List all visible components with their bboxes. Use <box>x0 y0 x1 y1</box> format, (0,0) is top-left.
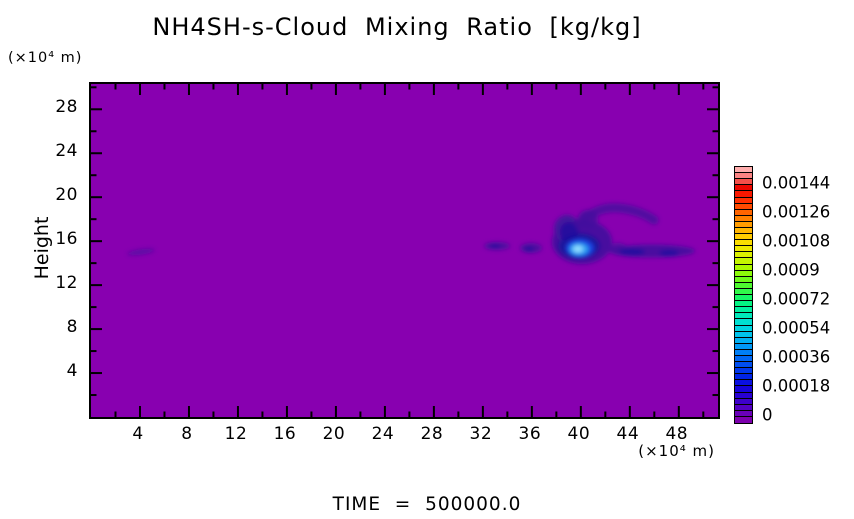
heatmap-field <box>91 84 718 417</box>
x-tick-label: 48 <box>665 424 689 444</box>
x-tick-label: 44 <box>616 424 640 444</box>
x-tick-label: 12 <box>224 424 248 444</box>
colorbar-tick-label: 0 <box>762 405 773 425</box>
y-tick-label: 20 <box>55 185 78 206</box>
cloud-feature-arc <box>574 203 659 229</box>
x-tick-label: 24 <box>371 424 395 444</box>
x-tick-label: 36 <box>518 424 542 444</box>
cloud-features-layer <box>127 203 695 264</box>
y-axis-unit-label: (×10⁴ m) <box>8 50 83 66</box>
plot-area <box>89 82 720 419</box>
colorbar-tick-label: 0.00072 <box>762 289 831 309</box>
colorbar-tick-label: 0.00126 <box>762 202 831 222</box>
x-tick-label: 4 <box>132 424 144 444</box>
y-tick-label: 12 <box>55 273 78 294</box>
cloud-feature-small-patches <box>484 242 542 253</box>
x-tick-label: 20 <box>322 424 346 444</box>
y-tick-label: 4 <box>66 361 78 382</box>
cloud-feature-main <box>552 210 612 264</box>
cloud-feature-right-streak <box>609 243 695 258</box>
colorbar <box>734 166 753 424</box>
colorbar-tick-label: 0.00108 <box>762 231 831 251</box>
x-tick-label: 40 <box>567 424 591 444</box>
colorbar-tick-label: 0.00144 <box>762 173 831 193</box>
cloud-feature-left-streak <box>127 248 155 256</box>
colorbar-tick-label: 0.00018 <box>762 376 831 396</box>
axis-ticks <box>91 84 718 417</box>
chart-title: NH4SH-s-Cloud Mixing Ratio [kg/kg] <box>152 13 642 41</box>
colorbar-tick-label: 0.00054 <box>762 318 831 338</box>
y-tick-label: 24 <box>55 141 78 162</box>
x-tick-label: 16 <box>273 424 297 444</box>
colorbar-tick-label: 0.0009 <box>762 260 820 280</box>
colorbar-tick-label: 0.00036 <box>762 347 831 367</box>
time-label: TIME = 500000.0 <box>332 494 522 515</box>
x-tick-label: 8 <box>181 424 193 444</box>
x-axis-unit-label: (×10⁴ m) <box>638 442 715 460</box>
y-tick-label: 16 <box>55 229 78 250</box>
y-tick-label: 28 <box>55 97 78 118</box>
colorbar-segment <box>734 415 753 424</box>
y-tick-label: 8 <box>66 317 78 338</box>
x-tick-label: 28 <box>420 424 444 444</box>
x-tick-label: 32 <box>469 424 493 444</box>
